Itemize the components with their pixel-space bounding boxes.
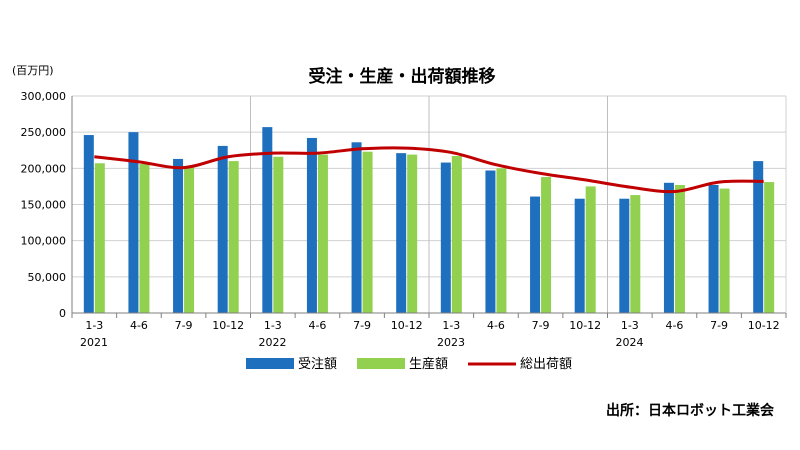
y-tick-label: 150,000	[21, 199, 67, 212]
x-tick-label: 7-9	[710, 319, 728, 332]
y-tick-label: 100,000	[21, 235, 67, 248]
source-note: 出所：日本ロボット工業会	[606, 402, 775, 419]
bar-production	[362, 151, 373, 313]
year-separators	[250, 96, 608, 313]
legend-label-production: 生産額	[409, 356, 448, 372]
bar-production	[496, 168, 507, 313]
line-series-shipments	[94, 146, 764, 194]
bar-production	[273, 156, 284, 313]
year-label: 2024	[616, 336, 644, 349]
y-tick-label: 200,000	[21, 162, 67, 175]
y-tick-label: 50,000	[28, 271, 67, 284]
y-tick-label: 300,000	[21, 90, 67, 103]
x-axis-ticks: 1-3 4-6 7-9 10-12 1-3 4-6 7-9 10-12 1-3 4-6 7-9 10-…	[85, 319, 779, 332]
bar-production	[407, 154, 418, 313]
bar-orders	[485, 170, 496, 313]
bar-orders	[83, 135, 94, 313]
bar-orders	[619, 198, 630, 313]
bars	[83, 127, 775, 313]
x-tick-label: 4-6	[665, 319, 683, 332]
bar-orders	[663, 182, 674, 313]
bar-orders	[530, 196, 541, 313]
axes	[71, 96, 787, 318]
bar-orders	[708, 184, 719, 313]
bar-orders	[306, 137, 317, 313]
year-label: 2023	[437, 336, 465, 349]
total-shipment-line	[94, 146, 764, 194]
year-labels: 2021 2022 2023 2024	[80, 336, 644, 349]
bar-production	[585, 186, 596, 313]
bar-orders	[440, 162, 451, 313]
x-tick-label: 10-12	[212, 319, 244, 332]
bar-production	[541, 177, 552, 313]
bar-production	[139, 163, 150, 313]
bar-orders	[351, 142, 362, 313]
unit-label: (百万円)	[12, 64, 54, 77]
bar-production	[674, 184, 685, 313]
bar-production	[94, 163, 105, 313]
y-axis-ticks: 0 50,000 100,000 150,000 200,000 250,000 300,0…	[21, 90, 67, 320]
bar-production	[184, 167, 195, 313]
bar-orders	[173, 158, 184, 313]
x-tick-label: 4-6	[487, 319, 505, 332]
chart-title: 受注・生産・出荷額推移	[309, 66, 496, 87]
x-tick-label: 7-9	[532, 319, 550, 332]
year-label: 2021	[80, 336, 108, 349]
bar-orders	[753, 161, 764, 313]
bar-orders	[574, 198, 585, 313]
x-tick-label: 7-9	[175, 319, 193, 332]
x-tick-label: 1-3	[264, 319, 282, 332]
bar-orders	[217, 145, 228, 313]
x-tick-label: 4-6	[308, 319, 326, 332]
bar-production	[317, 154, 328, 313]
legend-label-shipments: 総出荷額	[520, 357, 572, 372]
bar-production	[719, 188, 730, 313]
bar-orders	[262, 127, 273, 313]
year-label: 2022	[259, 336, 287, 349]
legend: 受注額 生産額 総出荷額	[246, 356, 572, 372]
y-tick-label: 0	[59, 307, 66, 320]
legend-swatch-production	[357, 358, 405, 369]
x-tick-label: 10-12	[391, 319, 423, 332]
legend-label-orders: 受注額	[298, 357, 337, 372]
y-tick-label: 250,000	[21, 126, 67, 139]
bar-orders	[396, 153, 407, 313]
bar-production	[228, 161, 239, 313]
x-tick-label: 4-6	[130, 319, 148, 332]
bar-orders	[128, 132, 139, 313]
bar-production	[764, 182, 775, 313]
bar-production	[451, 156, 462, 313]
bar-production	[630, 195, 641, 313]
x-tick-label: 10-12	[748, 319, 780, 332]
x-tick-label: 1-3	[621, 319, 639, 332]
x-tick-label: 10-12	[569, 319, 601, 332]
x-tick-label: 1-3	[442, 319, 460, 332]
x-tick-label: 7-9	[353, 319, 371, 332]
x-tick-label: 1-3	[85, 319, 103, 332]
legend-swatch-orders	[246, 358, 294, 369]
